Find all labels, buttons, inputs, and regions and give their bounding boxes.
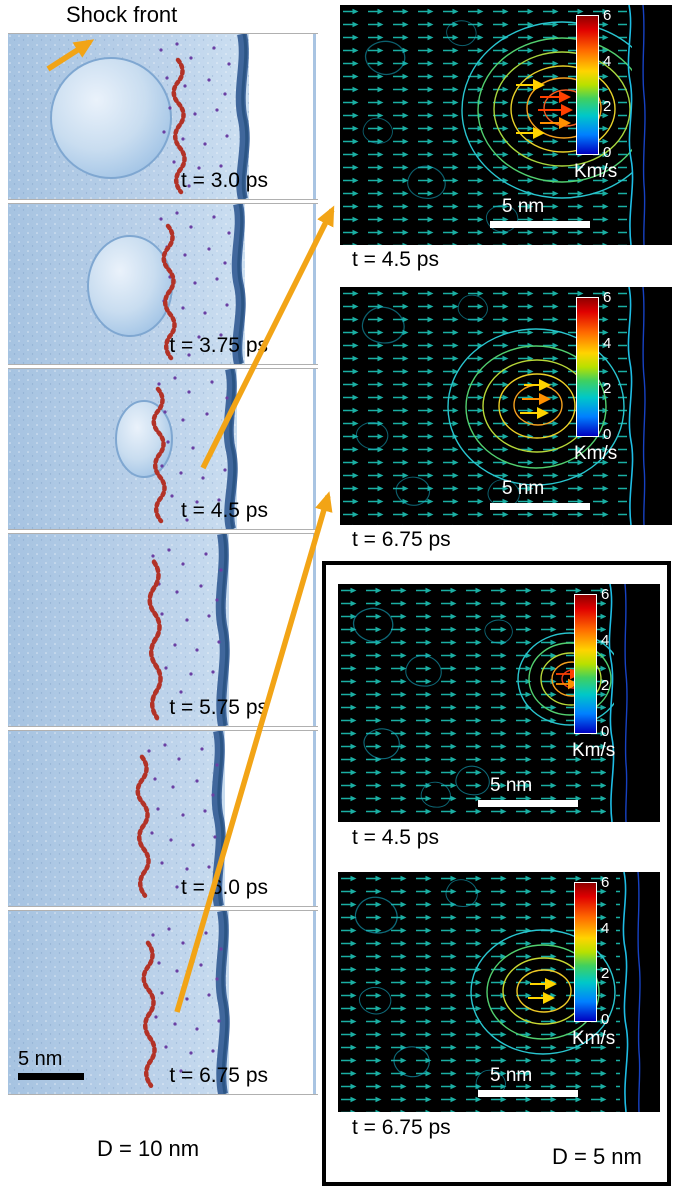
scale-bar: 5 nm (478, 775, 578, 807)
colorbar (576, 15, 599, 155)
velocity-panel: 6 4 2 0 Km/s 5 nm (340, 5, 672, 245)
scale-bar-label: 5 nm (502, 478, 545, 499)
colorbar-tick: 2 (601, 965, 610, 983)
colorbar-ticks: 6 4 2 0 (603, 290, 611, 442)
shock-front-label: Shock front (66, 2, 178, 27)
scale-bar: 5 nm (490, 196, 590, 228)
panel-time-label: t = 4.5 ps (352, 826, 439, 849)
scale-bar-line (18, 1073, 84, 1080)
velocity-panel: 6 4 2 0 Km/s 5 nm (340, 287, 672, 525)
caption-d5: D = 5 nm (552, 1144, 642, 1169)
colorbar-tick: 0 (603, 425, 612, 443)
colorbar-tick: 0 (601, 1010, 610, 1028)
colorbar (574, 882, 597, 1022)
colorbar-unit-label: Km/s (572, 740, 616, 761)
hot-arrows (516, 79, 573, 139)
snapshot-panel: t = 5.75 ps (8, 533, 318, 727)
hot-arrows (528, 978, 557, 1004)
snapshot-panel: t = 6.0 ps (8, 730, 318, 907)
velocity-contours (470, 929, 616, 1055)
colorbar-unit-label: Km/s (574, 443, 618, 464)
panel-time-label: t = 3.0 ps (181, 169, 268, 192)
scale-bar-line (478, 800, 578, 807)
panel-time-label: t = 6.75 ps (352, 528, 451, 551)
material-interface (622, 872, 641, 1112)
shock-surface (235, 34, 250, 199)
scale-bar-label: 5 nm (490, 775, 533, 796)
panel-time-label: t = 4.5 ps (181, 499, 268, 522)
scale-bar: 5 nm (490, 478, 590, 510)
hot-arrows (520, 379, 551, 419)
panel-time-label: t = 5.75 ps (169, 696, 268, 719)
bubble (50, 57, 172, 179)
caption-d10: D = 10 nm (97, 1136, 200, 1161)
colorbar-tick: 2 (601, 677, 610, 695)
colorbar-tick: 2 (603, 380, 612, 398)
material-interface (627, 5, 646, 245)
velocity-panel: 6 4 2 0 Km/s 5 nm (338, 584, 660, 822)
colorbar-unit-label: Km/s (574, 161, 618, 182)
colorbar (576, 297, 599, 437)
colorbar-tick: 6 (603, 289, 612, 306)
colorbar-tick: 6 (601, 874, 610, 891)
snapshot-panel: t = 3.75 ps (8, 203, 318, 365)
colorbar-ticks: 6 4 2 0 (603, 8, 611, 160)
scale-bar: 5 nm (478, 1065, 578, 1097)
snapshot-panel: t = 3.0 ps (8, 33, 318, 200)
colorbar-tick: 4 (601, 631, 610, 649)
panel-time-label: t = 6.75 ps (352, 1116, 451, 1139)
colorbar-tick: 0 (603, 143, 612, 161)
scale-bar-label: 5 nm (490, 1065, 533, 1086)
colorbar-tick: 2 (603, 98, 612, 116)
md-snapshot-graphic (8, 204, 318, 364)
colorbar-tick: 4 (603, 52, 612, 70)
material-interface (627, 287, 646, 525)
colorbar-tick: 6 (603, 7, 612, 24)
panel-time-label: t = 4.5 ps (352, 248, 439, 271)
colorbar (574, 594, 597, 734)
bubble (87, 235, 173, 337)
panel-time-label: t = 6.0 ps (181, 876, 268, 899)
panel-time-label: t = 6.75 ps (169, 1064, 268, 1087)
scale-bar-line (478, 1090, 578, 1097)
colorbar-ticks: 6 4 2 0 (601, 875, 609, 1027)
velocity-contours (447, 328, 625, 486)
snapshot-panel: 5 nm t = 6.75 ps (8, 910, 318, 1095)
colorbar-tick: 6 (601, 586, 610, 603)
material-interface (608, 584, 628, 822)
velocity-contours (517, 632, 614, 726)
colorbar-tick: 0 (601, 722, 610, 740)
md-snapshot-graphic (8, 369, 318, 529)
md-snapshot-graphic (8, 731, 318, 906)
colorbar-ticks: 6 4 2 0 (601, 587, 609, 739)
colorbar-unit-label: Km/s (572, 1028, 616, 1049)
velocity-contours (461, 21, 632, 199)
velocity-panel: 6 4 2 0 Km/s 5 nm (338, 872, 660, 1112)
scale-bar-line (490, 221, 590, 228)
md-snapshot-graphic (8, 34, 318, 199)
colorbar-tick: 4 (603, 334, 612, 352)
colorbar-tick: 4 (601, 919, 610, 937)
velocity-field-graphic (338, 584, 660, 822)
snapshot-panel: t = 4.5 ps (8, 368, 318, 530)
scale-bar: 5 nm (18, 1048, 84, 1080)
md-snapshot-graphic (8, 534, 318, 726)
scale-bar-line (490, 503, 590, 510)
velocity-field-graphic (338, 872, 660, 1112)
panel-time-label: t = 3.75 ps (169, 334, 268, 357)
scale-bar-label: 5 nm (502, 196, 545, 217)
scale-bar-label: 5 nm (18, 1048, 63, 1070)
